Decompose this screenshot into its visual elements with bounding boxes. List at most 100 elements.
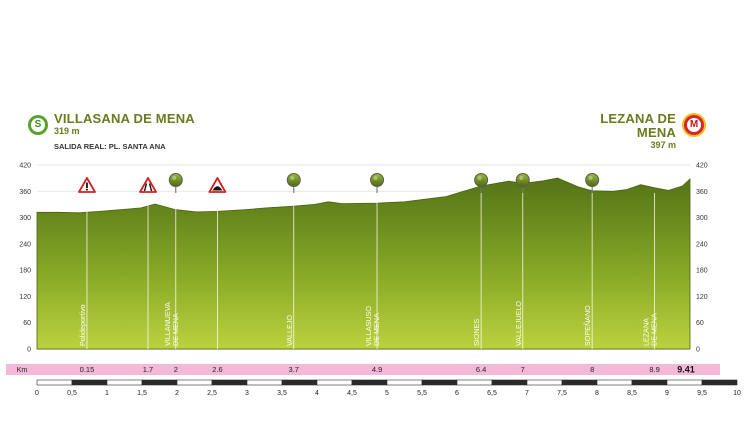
ruler-tick-label: 2,5 [207,390,217,397]
y-tick-label-left: 360 [19,189,31,196]
waypoint-label: DE MENA [650,313,659,346]
location-pin-icon [168,173,183,187]
ruler-segment [176,379,213,386]
profile-area [36,177,691,350]
finish-badge-icon: M [684,115,704,135]
waypoint-label: DE MENA [171,313,180,346]
ruler-segment [701,379,738,386]
km-bar-value: 0.15 [80,365,95,374]
ruler-tick-label: 6 [455,390,459,397]
start-badge-letter: S [31,118,45,132]
ruler-segment [211,379,248,386]
y-tick-label-left: 180 [19,268,31,275]
ruler-tick-label: 4 [315,390,319,397]
ruler-segment [36,379,73,386]
ruler-segment [141,379,178,386]
km-bar-value: 1.7 [143,365,153,374]
ruler-segment [351,379,388,386]
ruler-tick-label: 8 [595,390,599,397]
y-tick-label-right: 120 [696,294,708,301]
warning-bump-mark [212,186,223,191]
ruler-segment [316,379,353,386]
ruler-tick-label: 3 [245,390,249,397]
ruler-tick-label: 1 [105,390,109,397]
y-tick-label-right: 240 [696,241,708,248]
ruler-segment [526,379,563,386]
km-bar-value: 4.9 [372,365,382,374]
warning-danger-mark [86,182,88,188]
waypoint-label: SIONES [472,319,481,346]
y-tick-label-right: 60 [696,320,704,327]
start-altitude: 319 m [54,126,80,136]
y-tick-label-left: 240 [19,241,31,248]
location-pin-icon [515,173,530,187]
start-badge-icon: S [28,115,48,135]
finish-altitude: 397 m [650,140,676,150]
km-bar [6,364,720,375]
y-tick-label-left: 120 [19,294,31,301]
waypoint-label: VILLASUSO [364,306,373,346]
ruler-tick-label: 0 [35,390,39,397]
ruler-tick-label: 7,5 [557,390,567,397]
ruler-segment [561,379,598,386]
km-bar-total: 9.41 [677,365,695,375]
location-pin-shine [373,176,378,180]
km-bar-value: 6.4 [476,365,486,374]
waypoint-label: SOPEÑANO [583,305,592,346]
waypoint-label: VALLEJO [285,315,294,346]
y-tick-label-right: 0 [696,347,700,354]
ruler-tick-label: 6,5 [487,390,497,397]
start-note: SALIDA REAL: PL. SANTA ANA [54,142,166,151]
warning-bump-icon [208,177,227,193]
ruler-segment [246,379,283,386]
location-pin-icon [286,173,301,187]
location-pin-shine [290,176,295,180]
location-pin-shine [477,176,482,180]
ruler-tick-label: 2 [175,390,179,397]
warning-danger-dot [85,188,88,191]
y-tick-label-right: 360 [696,189,708,196]
km-bar-value: 7 [521,365,525,374]
ruler-tick-label: 1,5 [137,390,147,397]
waypoint-label: DE MENA [372,313,381,346]
ruler-tick-label: 4,5 [347,390,357,397]
ruler-tick-label: 10 [733,390,741,397]
finish-badge-letter: M [687,118,701,132]
location-pin-shine [172,176,177,180]
y-tick-label-left: 420 [19,163,31,170]
ruler-tick-label: 5 [385,390,389,397]
ruler-segment [491,379,528,386]
y-tick-label-left: 60 [23,320,31,327]
ruler-tick-label: 9,5 [697,390,707,397]
ruler-tick-label: 9 [665,390,669,397]
km-bar-label: Km [17,367,28,374]
y-tick-label-right: 420 [696,163,708,170]
ruler-segment [596,379,633,386]
ruler-segment [421,379,458,386]
location-pin-shine [519,176,524,180]
location-pin-icon [474,173,489,187]
y-tick-label-right: 300 [696,215,708,222]
start-name: VILLASANA DE MENA [54,111,195,126]
ruler-segment [106,379,143,386]
warning-narrow-icon [139,177,157,193]
y-tick-label-right: 180 [696,268,708,275]
location-pin-icon [370,173,385,187]
y-tick-label-left: 300 [19,215,31,222]
ruler-segment [631,379,668,386]
ruler-tick-label: 5,5 [417,390,427,397]
location-pin-shine [588,176,593,180]
waypoint-label: Polideportivo [78,304,87,346]
finish-name-line1: LEZANA DE [600,111,676,126]
km-bar-value: 8 [590,365,594,374]
ruler-segment [281,379,318,386]
ruler-tick-label: 7 [525,390,529,397]
warning-narrow-mark [143,183,153,192]
y-tick-label-left: 0 [27,347,31,354]
waypoint-label: VILLANUEVA [163,302,172,346]
ruler-segment [71,379,108,386]
km-bar-value: 2 [174,365,178,374]
ruler-segment [386,379,423,386]
finish-name-line2: MENA [636,125,676,140]
